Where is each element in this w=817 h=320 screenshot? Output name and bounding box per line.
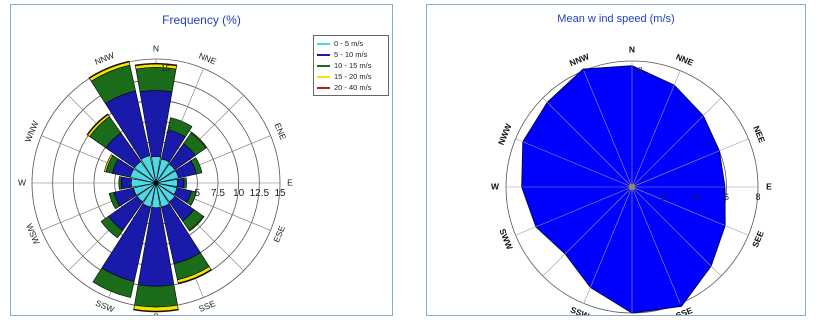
mean-speed-radar: 24688NNNENEEESEESSESSSWSWWWNWWNNW xyxy=(491,44,772,316)
wedge-WSW-series-2 xyxy=(108,191,121,210)
radar-spoke-7 xyxy=(631,186,681,304)
direction-label-ENE: ENE xyxy=(273,121,289,141)
tick-label-3: 12.5 xyxy=(250,188,270,199)
north-tick-label-1: 15 xyxy=(161,64,170,73)
radar-direction-label-NNE: NNE xyxy=(675,52,696,68)
frequency-rose-panel: Frequency (%) 5 7.5 10 12.5 15 7.5 15 N NNE ENE E E… xyxy=(10,4,393,316)
wedge-NNW-series-4 xyxy=(88,60,130,79)
tick-label-2: 10 xyxy=(233,188,245,199)
wedge-SSE-series-4 xyxy=(177,269,212,285)
radar-spoke-14 xyxy=(542,97,633,188)
direction-label-E: E xyxy=(287,177,293,187)
mean-speed-area xyxy=(521,65,726,314)
radar-spoke-2 xyxy=(631,97,722,188)
legend-item-1: 5 - 10 m/s xyxy=(317,49,385,60)
direction-label-S: S xyxy=(153,311,159,316)
legend-swatch-3 xyxy=(317,75,330,78)
radar-direction-label-NEE: NEE xyxy=(751,124,767,144)
wedge-W-series-2 xyxy=(118,176,123,190)
radar-direction-label-SSW: SSW xyxy=(569,305,592,316)
tick-label-1: 7.5 xyxy=(211,188,225,199)
radar-spoke-3 xyxy=(631,138,749,188)
legend-item-3: 15 - 20 m/s xyxy=(317,71,385,82)
legend-swatch-1 xyxy=(317,53,330,56)
direction-label-W: W xyxy=(18,177,26,187)
wedge-N-series-2 xyxy=(135,67,177,93)
legend-item-4: 20 - 40 m/s xyxy=(317,82,385,93)
legend-label-4: 20 - 40 m/s xyxy=(334,83,372,92)
wedge-ESE-series-2 xyxy=(186,190,197,206)
legend-label-1: 5 - 10 m/s xyxy=(334,50,368,59)
wedge-NNE-series-2 xyxy=(167,117,193,138)
radar-direction-label-SWW: SWW xyxy=(497,227,515,252)
radar-direction-label-SEE: SEE xyxy=(750,229,766,249)
direction-label-WNW: WNW xyxy=(23,119,41,143)
radar-direction-label-W: W xyxy=(491,181,500,191)
radar-tick-label-1: 4 xyxy=(692,192,697,202)
wedge-W-series-1 xyxy=(120,176,132,190)
legend-swatch-2 xyxy=(317,64,330,67)
wedge-SE-series-3 xyxy=(188,215,205,232)
radar-direction-label-NNW: NNW xyxy=(568,51,591,68)
direction-label-NNE: NNE xyxy=(197,50,218,66)
radar-tick-label-3: 8 xyxy=(755,192,760,202)
legend-swatch-0 xyxy=(317,42,330,45)
radar-spoke-9 xyxy=(583,186,633,304)
frequency-chart-title: Frequency (%) xyxy=(162,13,241,27)
legend-label-2: 10 - 15 m/s xyxy=(334,61,372,70)
mean-speed-chart-title: Mean w ind speed (m/s) xyxy=(557,13,675,25)
direction-label-WSW: WSW xyxy=(24,222,42,246)
radar-tick-label-2: 6 xyxy=(724,192,729,202)
radar-spoke-10 xyxy=(542,186,633,277)
wedge-ENE-series-2 xyxy=(190,157,203,175)
radar-north-tick-label: 8 xyxy=(638,66,643,75)
radar-spoke-13 xyxy=(515,138,633,188)
direction-label-NNW: NNW xyxy=(93,50,116,67)
legend-item-2: 10 - 15 m/s xyxy=(317,60,385,71)
tick-label-0: 5 xyxy=(195,188,201,199)
frequency-wind-rose: 5 7.5 10 12.5 15 7.5 15 N NNE ENE E ESE SSE S SSW WSW W W… xyxy=(18,43,293,316)
radar-spoke-6 xyxy=(631,186,722,277)
north-tick-label-0: 7.5 xyxy=(161,126,173,135)
legend-label-3: 15 - 20 m/s xyxy=(334,72,372,81)
mean-speed-panel: Mean w ind speed (m/s) 2 4 6 8 8 N NNE NEE E SEE S… xyxy=(426,4,806,316)
wedge-S-series-4 xyxy=(133,308,179,313)
radar-direction-label-SSE: SSE xyxy=(674,305,694,316)
wedge-WNW-series-3 xyxy=(103,154,114,173)
tick-label-4: 15 xyxy=(274,188,286,199)
direction-label-N: N xyxy=(153,43,159,53)
direction-label-ESE: ESE xyxy=(271,224,287,244)
radar-direction-label-N: N xyxy=(629,44,635,54)
wedge-E-series-1 xyxy=(176,177,185,189)
legend-label-0: 0 - 5 m/s xyxy=(334,39,364,48)
radar-center xyxy=(628,183,636,191)
wedge-SW-series-2 xyxy=(100,215,124,239)
radar-spoke-5 xyxy=(631,186,749,236)
direction-label-SSE: SSE xyxy=(197,298,217,314)
radar-tick-label-0: 2 xyxy=(661,192,666,202)
radar-direction-label-E: E xyxy=(766,181,772,191)
wedge-S-series-2 xyxy=(134,284,178,308)
direction-label-SSW: SSW xyxy=(94,298,116,315)
wedge-E-series-2 xyxy=(183,177,187,189)
radar-spoke-1 xyxy=(631,70,681,188)
radar-spoke-15 xyxy=(583,70,633,188)
wedge-NW-series-4 xyxy=(86,113,109,136)
legend-item-0: 0 - 5 m/s xyxy=(317,38,385,49)
legend-swatch-4 xyxy=(317,86,330,89)
wedge-SSW-series-2 xyxy=(92,267,135,298)
wedge-N-series-4 xyxy=(134,62,178,67)
speed-legend: 0 - 5 m/s 5 - 10 m/s 10 - 15 m/s 15 - 20 m/… xyxy=(313,35,389,96)
radar-spoke-11 xyxy=(515,186,633,236)
radar-direction-label-NWW: NWW xyxy=(496,121,514,146)
wedge-NE-series-3 xyxy=(190,131,208,149)
